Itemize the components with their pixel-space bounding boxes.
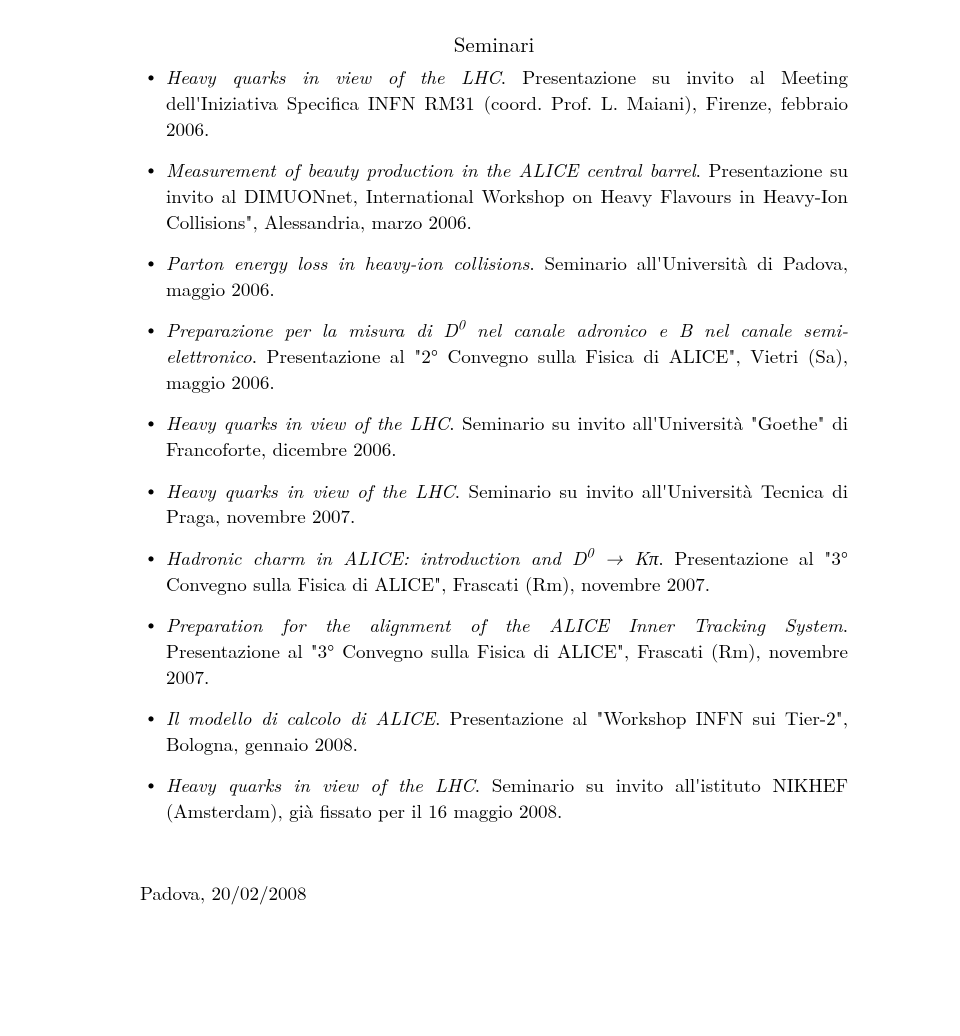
list-item: Il modello di calcolo di ALICE. Presenta… <box>140 705 848 756</box>
item-italic: Parton energy loss in heavy-ion collisio… <box>166 249 529 276</box>
item-italic-pre: Preparazione per la misura di D <box>166 316 458 343</box>
list-item: Preparazione per la misura di D0 nel can… <box>140 317 848 394</box>
seminar-list: Heavy quarks in view of the LHC . Present… <box>140 64 848 823</box>
item-italic: Measurement of beauty production in the … <box>166 156 696 183</box>
list-item: Heavy quarks in view of the LHC. Present… <box>140 64 848 141</box>
item-sup: 0 <box>586 543 593 563</box>
section-title: Seminari <box>140 30 848 58</box>
item-italic: Il modello di calcolo di ALICE <box>166 704 435 731</box>
list-item: Heavy quarks in view of the LHC. Seminar… <box>140 478 848 529</box>
item-italic-post: → Kπ <box>594 544 659 571</box>
item-italic: Heavy quarks in view of the LHC <box>166 477 455 504</box>
list-item: Heavy quarks in view of the LHC. Seminar… <box>140 410 848 461</box>
list-item: Parton energy loss in heavy-ion collisio… <box>140 250 848 301</box>
item-italic: Heavy quarks in view of the LHC <box>166 409 449 436</box>
list-item: Measurement of beauty production in the … <box>140 157 848 234</box>
list-item: Hadronic charm in ALICE: introduction an… <box>140 545 848 596</box>
list-item: Preparation for the alignment of the ALI… <box>140 612 848 689</box>
item-rest: . Presentazione al "2° Convegno sulla Fi… <box>166 342 848 395</box>
item-italic: Heavy quarks in view of the LHC <box>166 771 475 798</box>
list-item: Heavy quarks in view of the LHC. Seminar… <box>140 772 848 823</box>
footer-date: Padova, 20/02/2008 <box>140 880 848 906</box>
item-italic: Preparation for the alignment of the ALI… <box>166 611 843 638</box>
item-italic: Heavy quarks in view of the LHC <box>166 63 501 90</box>
item-sup: 0 <box>458 315 465 335</box>
item-italic-pre: Hadronic charm in ALICE: introduction an… <box>166 544 586 571</box>
